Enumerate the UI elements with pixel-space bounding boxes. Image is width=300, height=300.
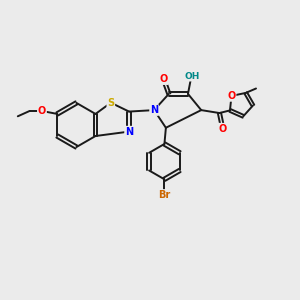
Text: S: S bbox=[107, 98, 114, 108]
Text: O: O bbox=[159, 74, 168, 84]
Text: O: O bbox=[38, 106, 46, 116]
Text: OH: OH bbox=[185, 72, 200, 81]
Text: N: N bbox=[150, 105, 158, 115]
Text: O: O bbox=[227, 91, 236, 101]
Text: Br: Br bbox=[158, 190, 170, 200]
Text: O: O bbox=[218, 124, 226, 134]
Text: N: N bbox=[125, 127, 133, 136]
